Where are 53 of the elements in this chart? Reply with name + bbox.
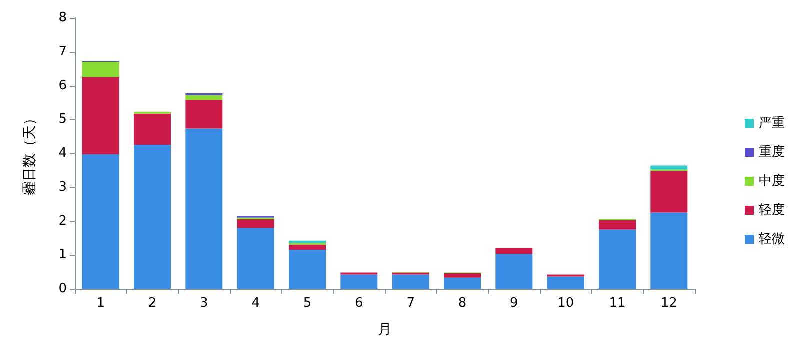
- bar: [650, 212, 688, 289]
- bar: [650, 171, 688, 213]
- bar: [134, 145, 171, 289]
- bar: [650, 166, 688, 170]
- x-tick-label: 12: [660, 296, 678, 311]
- x-tick-label: 2: [148, 296, 157, 311]
- y-tick-label: 1: [58, 248, 67, 263]
- x-tick-label: 9: [510, 296, 518, 311]
- y-tick-label: 5: [58, 112, 67, 128]
- y-tick-label: 3: [58, 180, 67, 195]
- bar: [289, 244, 326, 250]
- x-axis-title: 月: [378, 322, 392, 338]
- bar: [444, 273, 481, 278]
- legend-label: 严重: [759, 116, 785, 131]
- x-tick-label: 8: [458, 296, 467, 311]
- legend-label: 轻度: [759, 202, 785, 218]
- bar: [186, 100, 223, 129]
- y-tick-label: 6: [58, 78, 67, 94]
- bar: [186, 95, 223, 100]
- bar: [82, 154, 120, 289]
- bar: [599, 230, 636, 289]
- bar: [237, 220, 274, 228]
- bar: [496, 254, 533, 289]
- bar: [496, 248, 533, 254]
- x-tick-label: 6: [355, 296, 364, 311]
- x-tick-label: 11: [609, 296, 626, 311]
- bar: [134, 114, 171, 146]
- bar: [289, 250, 326, 289]
- bar: [82, 62, 120, 78]
- y-axis-title: 霾日数（天）: [22, 112, 38, 196]
- bar: [340, 274, 378, 289]
- y-tick-label: 7: [58, 44, 67, 60]
- legend-label: 中度: [759, 173, 785, 189]
- y-tick-label: 2: [58, 214, 67, 229]
- bar: [547, 276, 584, 289]
- bar: [392, 274, 430, 289]
- y-tick-label: 8: [58, 10, 67, 26]
- legend-label: 轻微: [759, 232, 785, 247]
- x-tick-label: 4: [252, 296, 260, 311]
- bar: [444, 278, 481, 289]
- y-tick-label: 4: [58, 146, 67, 161]
- x-tick-label: 3: [200, 296, 208, 311]
- bar: [82, 77, 120, 155]
- bar: [237, 228, 274, 289]
- bar: [289, 240, 326, 244]
- x-tick-label: 1: [96, 296, 105, 311]
- x-tick-label: 10: [558, 296, 574, 311]
- bar: [186, 128, 223, 289]
- x-tick-label: 5: [303, 296, 312, 311]
- y-tick-label: 0: [58, 282, 67, 296]
- x-tick-label: 7: [406, 296, 415, 311]
- legend-label: 重度: [759, 144, 785, 160]
- bar: [599, 220, 636, 230]
